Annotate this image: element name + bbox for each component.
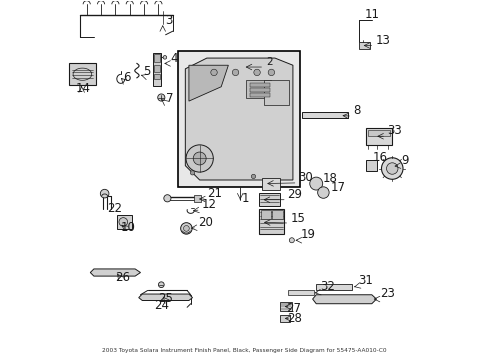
Bar <box>69 63 96 85</box>
Bar <box>249 83 269 87</box>
Text: 18: 18 <box>322 172 337 185</box>
Polygon shape <box>90 269 140 276</box>
Bar <box>154 74 160 78</box>
Bar <box>258 193 280 206</box>
Bar <box>178 51 300 187</box>
Circle shape <box>180 223 192 234</box>
Bar <box>359 42 369 49</box>
Bar <box>366 160 376 171</box>
Text: 17: 17 <box>330 181 345 194</box>
Bar <box>280 302 291 311</box>
Text: 16: 16 <box>372 151 387 165</box>
Circle shape <box>309 177 322 190</box>
Bar <box>301 112 348 118</box>
Bar <box>280 315 290 322</box>
Text: 32: 32 <box>320 280 335 293</box>
Text: 3: 3 <box>165 14 173 27</box>
Text: 29: 29 <box>287 188 302 201</box>
Text: 1: 1 <box>241 192 248 204</box>
Text: 33: 33 <box>386 125 401 138</box>
Text: 31: 31 <box>357 274 372 287</box>
Text: 8: 8 <box>352 104 360 117</box>
Text: 28: 28 <box>286 312 301 325</box>
Circle shape <box>163 55 166 59</box>
Text: 14: 14 <box>76 82 91 95</box>
Text: 7: 7 <box>165 92 173 105</box>
Text: 2: 2 <box>265 57 272 67</box>
Circle shape <box>183 226 189 231</box>
Text: 12: 12 <box>201 198 216 211</box>
Circle shape <box>100 189 109 198</box>
Bar <box>261 178 280 190</box>
Circle shape <box>190 171 194 175</box>
Bar <box>194 195 201 202</box>
Text: 5: 5 <box>143 65 150 78</box>
Text: 24: 24 <box>154 299 169 312</box>
Text: 2003 Toyota Solara Instrument Finish Panel, Black, Passenger Side Diagram for 55: 2003 Toyota Solara Instrument Finish Pan… <box>102 348 386 353</box>
Circle shape <box>386 163 397 174</box>
Text: 25: 25 <box>158 292 173 305</box>
Text: 21: 21 <box>207 187 222 200</box>
Bar <box>258 209 284 234</box>
Circle shape <box>317 187 328 198</box>
Bar <box>316 284 351 291</box>
Text: 10: 10 <box>121 221 135 234</box>
Text: 9: 9 <box>400 154 408 167</box>
Circle shape <box>253 69 260 76</box>
Bar <box>249 88 269 92</box>
Text: 27: 27 <box>285 302 301 315</box>
Circle shape <box>381 158 402 179</box>
Circle shape <box>289 238 294 243</box>
Bar <box>287 291 314 296</box>
Text: 26: 26 <box>115 271 130 284</box>
Bar <box>367 130 389 136</box>
Bar <box>117 215 131 229</box>
Bar <box>153 53 161 86</box>
Text: 4: 4 <box>169 51 177 65</box>
Text: 11: 11 <box>364 8 379 21</box>
Text: 15: 15 <box>290 212 305 225</box>
Bar <box>154 54 160 62</box>
Polygon shape <box>312 295 376 304</box>
Text: 13: 13 <box>375 34 389 47</box>
Circle shape <box>251 174 255 179</box>
Circle shape <box>232 69 238 76</box>
Bar <box>366 128 391 145</box>
Circle shape <box>158 282 164 288</box>
Bar <box>272 211 282 220</box>
Bar <box>246 80 271 98</box>
Text: 22: 22 <box>107 202 122 215</box>
Bar <box>249 93 269 97</box>
Circle shape <box>185 145 213 172</box>
Text: 6: 6 <box>123 71 130 84</box>
Circle shape <box>193 152 206 165</box>
Bar <box>260 211 271 220</box>
Circle shape <box>267 69 274 76</box>
Polygon shape <box>139 294 192 301</box>
Circle shape <box>119 218 127 226</box>
Text: 19: 19 <box>300 229 315 242</box>
Bar <box>154 64 160 72</box>
Circle shape <box>163 195 171 202</box>
Polygon shape <box>185 58 292 180</box>
Text: 23: 23 <box>379 287 394 300</box>
Text: 20: 20 <box>198 216 212 229</box>
Polygon shape <box>188 65 228 101</box>
Circle shape <box>210 69 217 76</box>
Bar <box>264 80 289 105</box>
Circle shape <box>158 94 164 101</box>
Text: 30: 30 <box>298 171 312 184</box>
